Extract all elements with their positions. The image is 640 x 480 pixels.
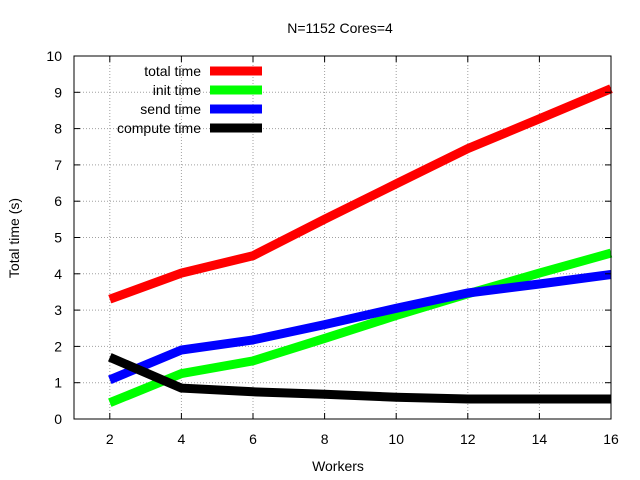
y-tick-label: 8 bbox=[54, 121, 62, 137]
series-line-init-time bbox=[108, 248, 613, 407]
y-tick-label: 5 bbox=[54, 230, 62, 246]
x-tick-label: 10 bbox=[388, 431, 404, 447]
legend-label-compute-time: compute time bbox=[117, 120, 201, 136]
x-tick-label: 4 bbox=[178, 431, 186, 447]
y-tick-label: 6 bbox=[54, 193, 62, 209]
x-tick-label: 16 bbox=[603, 431, 619, 447]
x-tick-label: 12 bbox=[460, 431, 476, 447]
legend-label-total-time: total time bbox=[144, 63, 201, 79]
y-tick-label: 10 bbox=[46, 48, 62, 64]
y-tick-label: 2 bbox=[54, 338, 62, 354]
y-tick-label: 4 bbox=[54, 266, 62, 282]
y-tick-label: 7 bbox=[54, 157, 62, 173]
chart-title: N=1152 Cores=4 bbox=[287, 20, 393, 36]
y-tick-label: 1 bbox=[54, 375, 62, 391]
y-tick-label: 0 bbox=[54, 411, 62, 427]
y-tick-label: 9 bbox=[54, 84, 62, 100]
legend: total time init time send time compute time bbox=[117, 63, 262, 136]
series-line-compute-time bbox=[108, 353, 611, 404]
legend-label-send-time: send time bbox=[140, 101, 201, 117]
x-tick-label: 6 bbox=[249, 431, 257, 447]
series-line-total-time bbox=[108, 84, 613, 304]
x-tick-label: 14 bbox=[532, 431, 548, 447]
y-tick-label: 3 bbox=[54, 302, 62, 318]
y-axis-label: Total time (s) bbox=[6, 198, 22, 278]
legend-label-init-time: init time bbox=[153, 82, 201, 98]
x-axis-label: Workers bbox=[312, 458, 364, 474]
x-tick-label: 2 bbox=[106, 431, 114, 447]
series-line-send-time bbox=[108, 270, 612, 384]
series-lines bbox=[108, 84, 613, 407]
x-tick-label: 8 bbox=[321, 431, 329, 447]
